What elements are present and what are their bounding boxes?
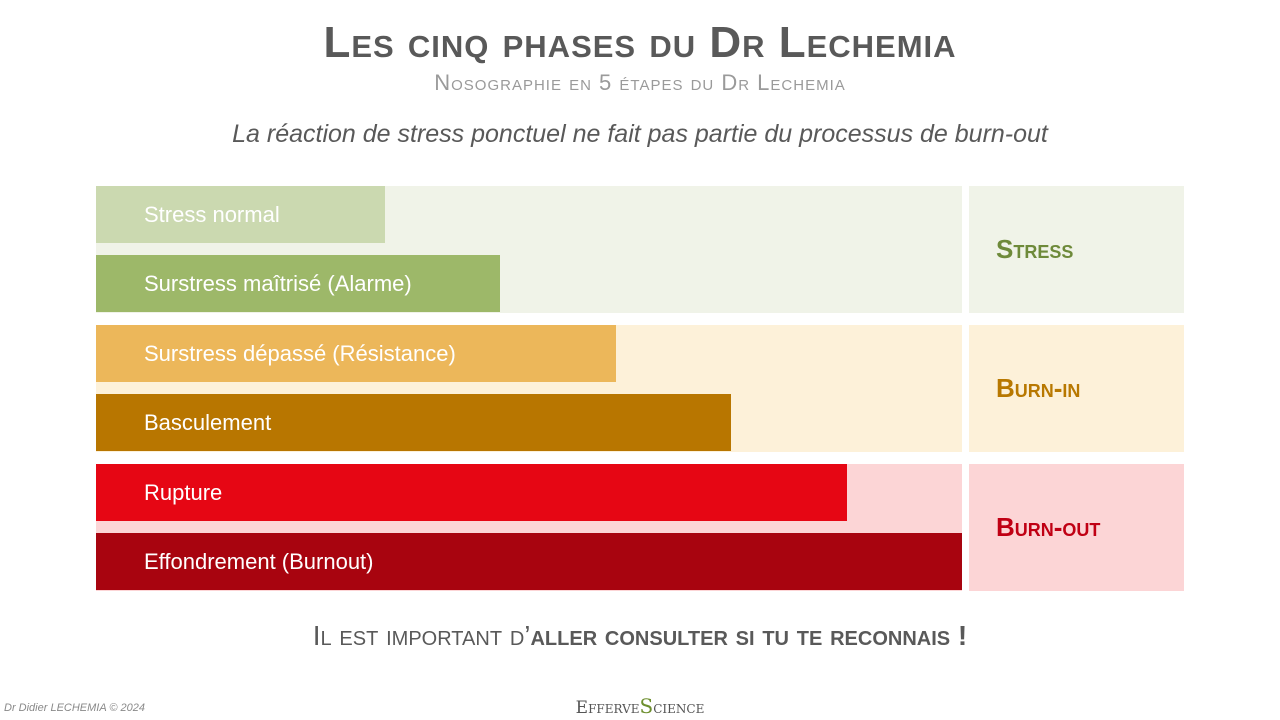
cta-emphasis: aller consulter si tu te reconnais !	[530, 620, 968, 651]
efferve-science-logo: EfferveScience	[0, 694, 1280, 718]
page-title: Les cinq phases du Dr Lechemia	[323, 18, 957, 67]
copyright: Dr Didier LECHEMIA © 2024	[4, 702, 145, 714]
intro-note: La réaction de stress ponctuel ne fait p…	[232, 120, 1048, 148]
logo-part-1: Efferve	[575, 698, 640, 718]
group-label-0: Stress	[969, 186, 1184, 313]
phase-bar-5: Rupture	[96, 464, 847, 521]
call-to-action: Il est important d’aller consulter si tu…	[0, 620, 1280, 652]
phase-bar-3: Surstress dépassé (Résistance)	[96, 325, 616, 382]
logo-s: S	[639, 694, 654, 718]
phase-bar-4: Basculement	[96, 394, 731, 451]
cta-text: Il est important d’	[312, 620, 531, 651]
phase-bar-2: Surstress maîtrisé (Alarme)	[96, 255, 500, 312]
logo-part-2: cience	[653, 698, 705, 718]
phase-bar-1: Stress normal	[96, 186, 385, 243]
group-label-1: Burn-in	[969, 325, 1184, 452]
phase-bar-6: Effondrement (Burnout)	[96, 533, 962, 590]
page-subtitle: Nosographie en 5 étapes du Dr Lechemia	[434, 70, 846, 95]
group-label-2: Burn-out	[969, 464, 1184, 591]
